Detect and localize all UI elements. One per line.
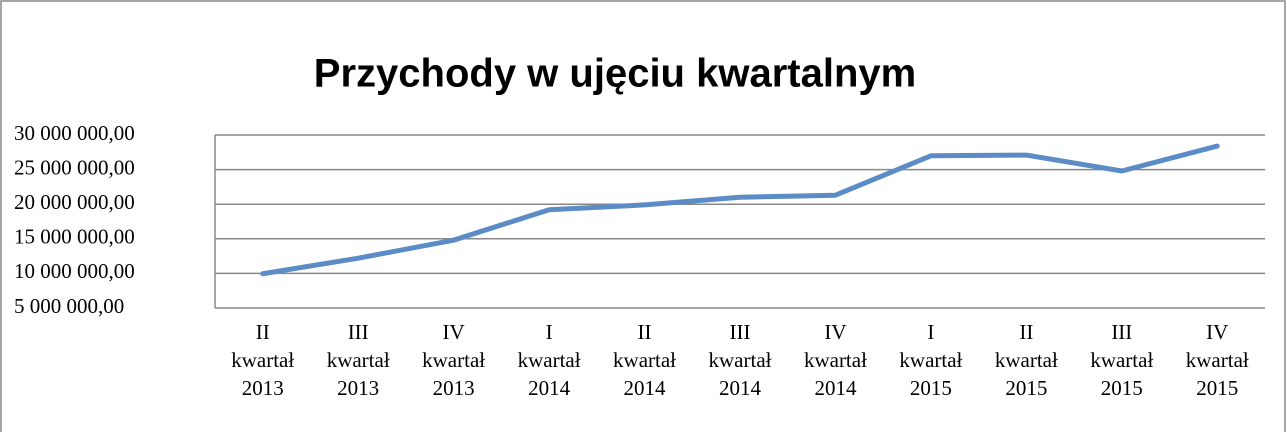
x-tick-label: II kwartał 2015 <box>994 320 1058 400</box>
chart-title: Przychody w ujęciu kwartalnym <box>314 52 916 96</box>
x-tick-label: IV kwartał 2015 <box>1185 320 1249 400</box>
y-tick-label: 20 000 000,00 <box>14 190 135 214</box>
x-tick-label: II kwartał 2013 <box>231 320 295 400</box>
y-tick-label: 5 000 000,00 <box>14 294 124 318</box>
y-tick-label: 25 000 000,00 <box>14 155 135 179</box>
x-tick-label: IV kwartał 2013 <box>422 320 486 400</box>
y-tick-label: 10 000 000,00 <box>14 259 135 283</box>
x-tick-label: III kwartał 2015 <box>1090 320 1154 400</box>
x-tick-label: I kwartał 2015 <box>899 320 963 400</box>
y-tick-label: 30 000 000,00 <box>14 121 135 145</box>
x-tick-label: IV kwartał 2014 <box>803 320 867 400</box>
x-tick-label: III kwartał 2014 <box>708 320 772 400</box>
line-series <box>260 143 1220 277</box>
y-tick-label: 15 000 000,00 <box>14 225 135 249</box>
x-tick-label: III kwartał 2013 <box>326 320 390 400</box>
x-tick-label: II kwartał 2014 <box>613 320 677 400</box>
x-tick-label: I kwartał 2014 <box>517 320 581 400</box>
